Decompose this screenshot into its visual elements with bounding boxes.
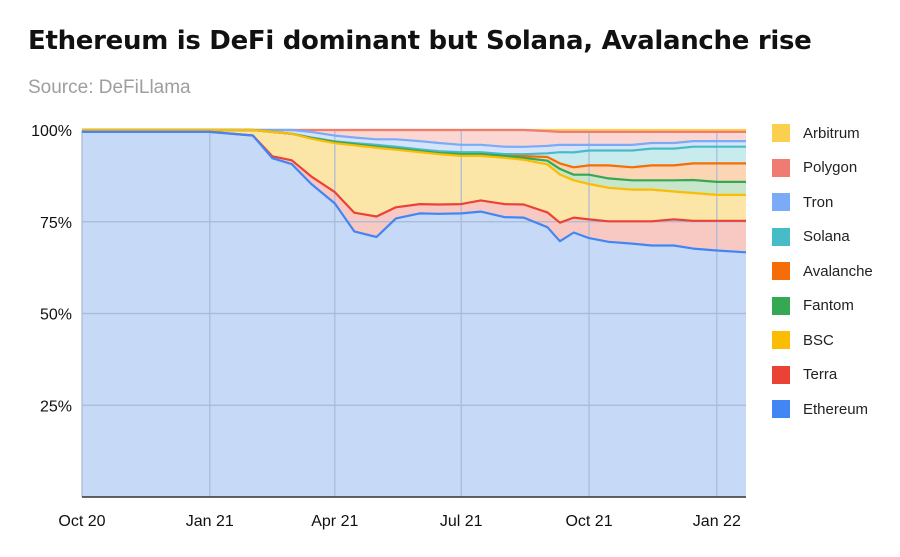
area-tron: [82, 130, 746, 155]
legend-item-ethereum: Ethereum: [772, 392, 873, 427]
legend-swatch: [772, 124, 790, 143]
legend-label: Fantom: [803, 297, 854, 315]
y-tick-label: 50%: [40, 307, 72, 324]
chart-title: Ethereum is DeFi dominant but Solana, Av…: [28, 26, 812, 56]
area-solana: [82, 130, 746, 168]
area-bsc: [82, 130, 746, 223]
x-tick-label: Jul 21: [440, 513, 483, 530]
chart-subtitle: Source: DeFiLlama: [28, 77, 191, 98]
x-tick-label: Apr 21: [311, 513, 358, 530]
legend-item-fantom: Fantom: [772, 289, 873, 324]
legend-label: Tron: [803, 193, 834, 211]
legend-label: Arbitrum: [803, 124, 860, 142]
x-tick-label: Jan 21: [186, 513, 234, 530]
x-tick-label: Oct 20: [58, 513, 105, 530]
area-polygon: [82, 130, 746, 147]
axes: Oct 20 Jan 21 Apr 21 Jul 21 Oct 21 Jan 22 25% 5…: [31, 123, 746, 530]
legend-item-avalanche: Avalanche: [772, 254, 873, 289]
legend-label: Ethereum: [803, 400, 869, 418]
line-bsc: [82, 128, 746, 196]
legend-label: Terra: [803, 366, 838, 384]
legend-item-tron: Tron: [772, 185, 873, 220]
legend-swatch: [772, 227, 790, 246]
legend-swatch: [772, 331, 790, 350]
legend-item-arbitrum: Arbitrum: [772, 116, 873, 151]
line-tron: [82, 128, 746, 148]
x-tick-label: Oct 21: [565, 513, 612, 530]
legend-item-polygon: Polygon: [772, 151, 873, 186]
line-ethereum: [82, 130, 747, 254]
area-avalanche: [82, 130, 746, 182]
legend-swatch: [772, 365, 790, 384]
legend: Arbitrum Polygon Tron Solana Avalanche Fantom…: [772, 116, 873, 427]
legend-label: Solana: [803, 228, 850, 246]
legend-swatch: [772, 296, 790, 315]
legend-swatch: [772, 193, 790, 212]
legend-label: Avalanche: [803, 262, 873, 280]
y-tick-label: 25%: [40, 398, 72, 415]
legend-swatch: [772, 262, 790, 281]
x-tick-label: Jan 22: [693, 513, 741, 530]
legend-item-solana: Solana: [772, 220, 873, 255]
legend-item-bsc: BSC: [772, 323, 873, 358]
y-tick-label: 100%: [31, 123, 72, 140]
area-fantom: [82, 130, 746, 195]
legend-swatch: [772, 400, 790, 419]
legend-swatch: [772, 158, 790, 177]
y-tick-label: 75%: [40, 215, 72, 232]
legend-label: Polygon: [803, 159, 858, 177]
series-lines: [82, 128, 747, 254]
legend-label: BSC: [803, 331, 834, 349]
legend-item-terra: Terra: [772, 358, 873, 393]
